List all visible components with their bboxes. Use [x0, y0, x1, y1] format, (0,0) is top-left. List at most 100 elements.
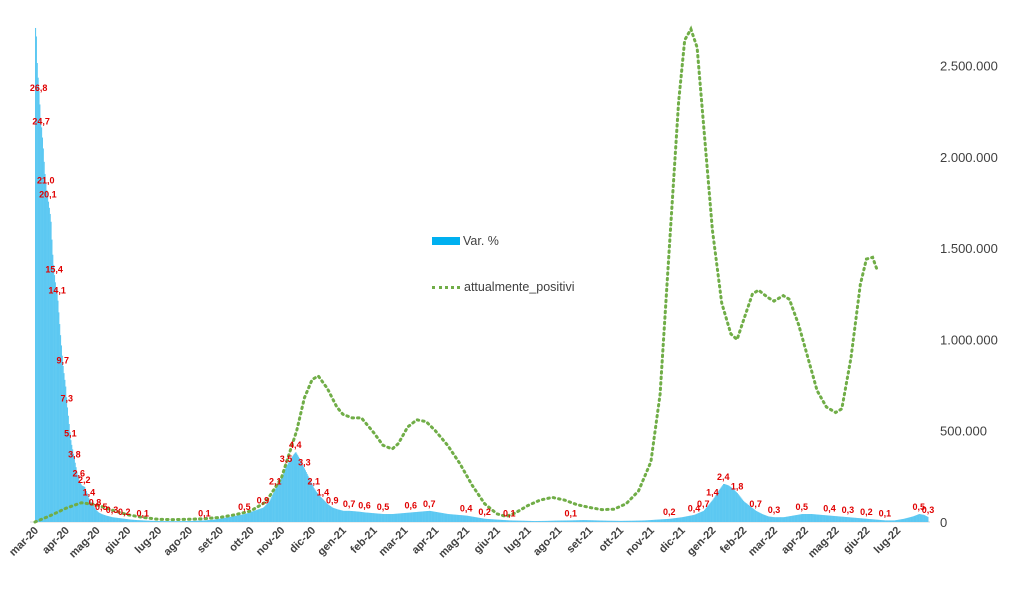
bar — [113, 517, 115, 522]
bar — [714, 496, 716, 522]
bar — [442, 513, 444, 522]
bar — [836, 516, 838, 522]
bar — [37, 77, 39, 522]
bar — [398, 513, 400, 522]
bar — [426, 511, 428, 522]
bar — [441, 512, 443, 522]
bar — [576, 520, 578, 522]
bar — [468, 516, 470, 522]
bar — [310, 481, 312, 522]
bar — [748, 505, 751, 522]
bar — [791, 515, 793, 522]
bar — [276, 486, 278, 522]
bar — [673, 518, 675, 522]
bar — [197, 520, 200, 522]
bar — [722, 485, 724, 522]
bar — [735, 491, 737, 522]
bar — [382, 513, 384, 522]
bar — [462, 515, 464, 522]
bar — [108, 516, 110, 522]
bar — [554, 520, 556, 522]
bar — [297, 455, 299, 522]
bar — [280, 478, 282, 522]
bar — [817, 514, 819, 522]
bar — [671, 518, 673, 522]
bar — [267, 502, 269, 522]
bar — [516, 520, 518, 522]
bar — [691, 515, 693, 522]
bar — [377, 513, 379, 522]
bar — [568, 520, 570, 522]
bar — [383, 514, 385, 522]
bar — [923, 515, 926, 522]
bar — [591, 520, 594, 522]
bar — [129, 519, 131, 522]
bar — [810, 514, 812, 522]
bar — [45, 182, 47, 522]
bar — [804, 514, 807, 522]
bar — [742, 499, 744, 522]
bar — [486, 518, 488, 522]
bar — [523, 520, 525, 522]
bar — [285, 466, 287, 522]
bar — [735, 492, 738, 522]
bar — [495, 519, 497, 522]
bar — [166, 521, 169, 522]
bar — [658, 519, 660, 522]
bar — [474, 517, 476, 522]
bar — [220, 518, 222, 522]
bar — [302, 464, 304, 522]
bar — [239, 515, 241, 522]
bar — [217, 518, 219, 522]
bar — [392, 513, 394, 522]
bar — [561, 520, 563, 522]
bar — [544, 520, 546, 522]
bar — [214, 519, 216, 522]
bar — [537, 520, 539, 522]
bar — [915, 515, 917, 522]
bar — [731, 487, 733, 522]
bar — [142, 520, 144, 522]
bar — [233, 516, 235, 522]
bar — [171, 521, 173, 522]
data-labels: 26,824,721,020,115,414,19,77,35,13,82,62… — [30, 83, 934, 519]
bar — [815, 514, 817, 522]
bar — [435, 512, 438, 522]
data-label: 21,0 — [37, 175, 55, 185]
bar — [767, 516, 769, 522]
bar — [62, 365, 64, 522]
bar — [754, 510, 757, 522]
bar — [128, 519, 130, 522]
bar — [100, 513, 102, 522]
bar — [876, 519, 878, 522]
bar — [136, 520, 138, 522]
bar — [361, 512, 363, 522]
bar — [632, 520, 634, 522]
bar — [397, 513, 400, 522]
bar — [662, 519, 664, 522]
bar — [900, 519, 902, 522]
bar — [359, 511, 361, 522]
bar — [809, 514, 811, 522]
bar — [181, 521, 183, 522]
bar — [579, 520, 581, 522]
bar — [97, 512, 100, 522]
bar — [843, 516, 845, 522]
bar — [307, 475, 309, 522]
bar — [159, 521, 161, 522]
bar — [793, 515, 795, 522]
data-label: 0,5 — [377, 502, 390, 512]
bar — [879, 519, 882, 522]
bar — [610, 520, 612, 522]
bar — [583, 520, 585, 522]
bar — [321, 497, 323, 522]
bar — [240, 514, 242, 522]
bar — [66, 397, 68, 522]
bar — [453, 514, 455, 522]
bar — [172, 521, 174, 522]
bar — [755, 510, 757, 522]
bar — [90, 501, 92, 522]
bar — [234, 516, 236, 522]
bar — [683, 516, 685, 522]
bar — [807, 514, 809, 522]
